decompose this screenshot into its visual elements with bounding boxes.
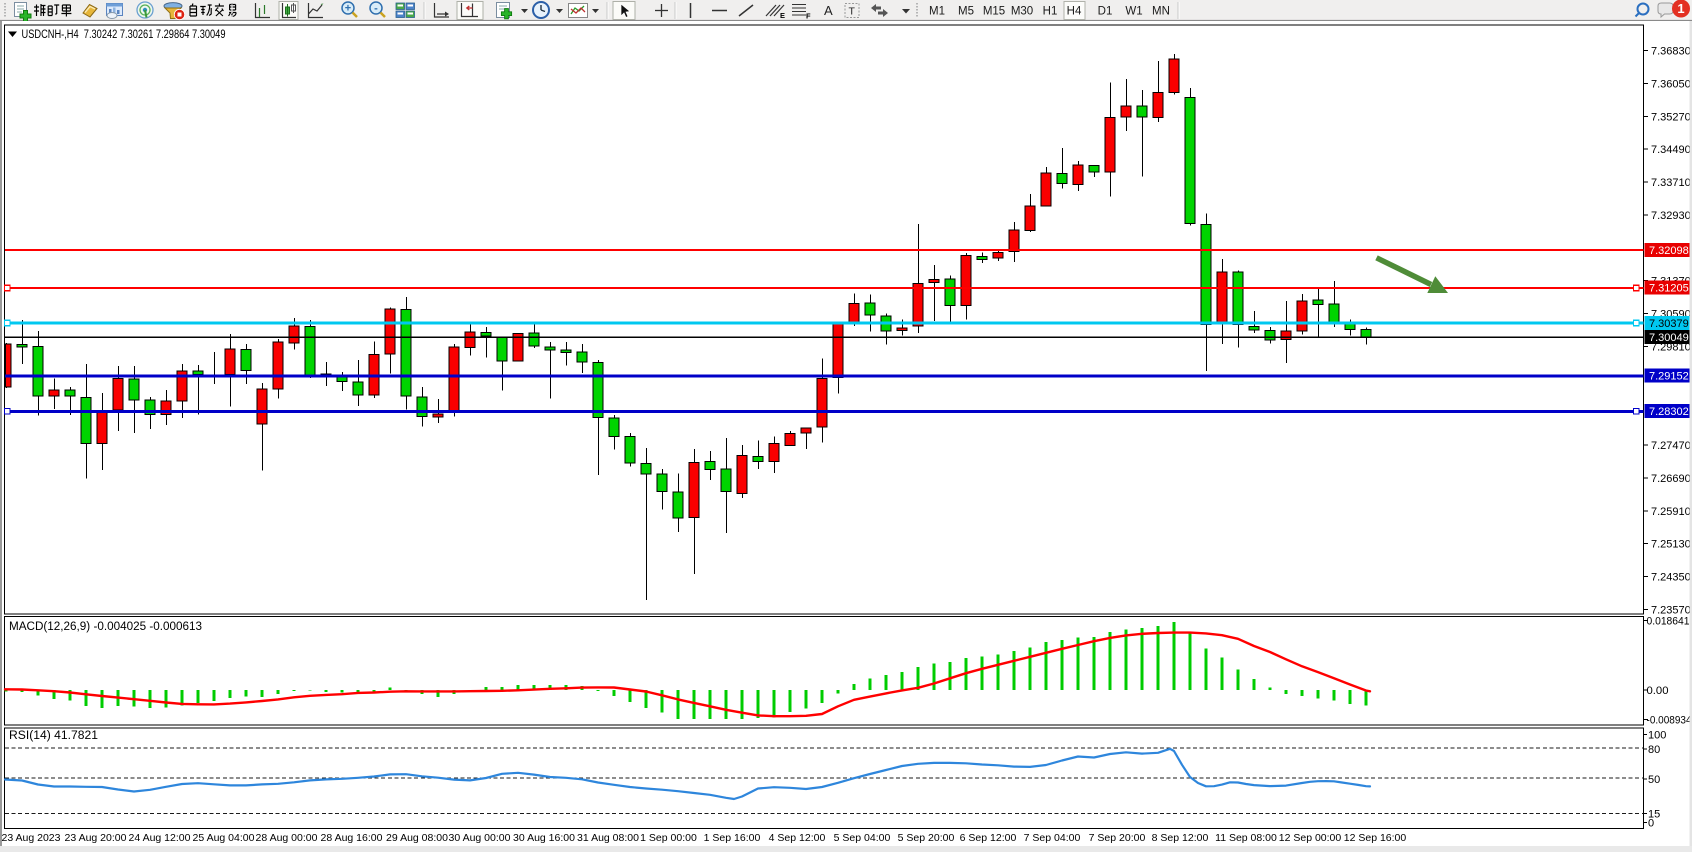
svg-text:F: F <box>806 12 811 21</box>
svg-text:0: 0 <box>1648 817 1654 829</box>
svg-text:-0.008934: -0.008934 <box>1647 715 1692 727</box>
svg-text:7 Sep 20:00: 7 Sep 20:00 <box>1089 832 1146 844</box>
svg-text:23 Aug 2023: 23 Aug 2023 <box>2 832 61 844</box>
svg-text:30 Aug 00:00: 30 Aug 00:00 <box>449 832 511 844</box>
svg-text:-: - <box>374 3 378 15</box>
svg-text:28 Aug 00:00: 28 Aug 00:00 <box>256 832 318 844</box>
svg-text:D1: D1 <box>1098 6 1113 18</box>
svg-text:7.29810: 7.29810 <box>1651 341 1691 353</box>
svg-text:7.23570: 7.23570 <box>1651 604 1691 616</box>
svg-text:T: T <box>849 6 856 18</box>
svg-text:7.30379: 7.30379 <box>1649 318 1689 330</box>
svg-text:6 Sep 12:00: 6 Sep 12:00 <box>960 832 1017 844</box>
svg-text:7.25910: 7.25910 <box>1651 506 1691 518</box>
svg-text:100: 100 <box>1648 730 1666 742</box>
svg-text:7.33710: 7.33710 <box>1651 177 1691 189</box>
svg-text:15: 15 <box>1648 809 1660 821</box>
svg-text:7.25130: 7.25130 <box>1651 539 1691 551</box>
svg-text:5 Sep 20:00: 5 Sep 20:00 <box>898 832 955 844</box>
svg-text:0.00: 0.00 <box>1647 685 1669 697</box>
svg-text:11 Sep 08:00: 11 Sep 08:00 <box>1215 832 1277 844</box>
svg-text:7.36830: 7.36830 <box>1651 46 1691 58</box>
svg-text:M5: M5 <box>958 6 974 18</box>
svg-text:7.30049: 7.30049 <box>1649 332 1689 344</box>
svg-text:23 Aug 20:00: 23 Aug 20:00 <box>65 832 127 844</box>
svg-text:MACD(12,26,9) -0.004025 -0.000: MACD(12,26,9) -0.004025 -0.000613 <box>9 621 202 633</box>
svg-text:W1: W1 <box>1125 6 1142 18</box>
svg-text:M1: M1 <box>929 6 945 18</box>
svg-text:1: 1 <box>1677 1 1684 16</box>
svg-text:M15: M15 <box>983 6 1005 18</box>
svg-text:H1: H1 <box>1043 6 1058 18</box>
svg-text:1 Sep 00:00: 1 Sep 00:00 <box>640 832 697 844</box>
svg-text:+: + <box>345 3 351 15</box>
svg-text:12 Sep 16:00: 12 Sep 16:00 <box>1344 832 1407 844</box>
svg-text:7.35270: 7.35270 <box>1651 111 1691 123</box>
svg-text:USDCNH-,H4 7.30242 7.30261 7.: USDCNH-,H4 7.30242 7.30261 7.29864 7.300… <box>22 29 226 41</box>
svg-text:A: A <box>824 3 833 18</box>
svg-text:M30: M30 <box>1011 6 1033 18</box>
svg-text:E: E <box>780 11 785 20</box>
svg-text:7.31205: 7.31205 <box>1649 283 1689 295</box>
svg-text:7.28302: 7.28302 <box>1649 406 1689 418</box>
svg-text:7 Sep 04:00: 7 Sep 04:00 <box>1024 832 1081 844</box>
svg-text:12 Sep 00:00: 12 Sep 00:00 <box>1279 832 1342 844</box>
svg-text:MN: MN <box>1152 6 1170 18</box>
svg-text:5 Sep 04:00: 5 Sep 04:00 <box>834 832 891 844</box>
svg-text:80: 80 <box>1648 744 1660 756</box>
svg-text:7.36050: 7.36050 <box>1651 78 1691 90</box>
svg-text:7.32098: 7.32098 <box>1649 245 1689 257</box>
svg-text:4 Sep 12:00: 4 Sep 12:00 <box>769 832 826 844</box>
svg-text:30 Aug 16:00: 30 Aug 16:00 <box>513 832 575 844</box>
svg-text:RSI(14) 41.7821: RSI(14) 41.7821 <box>9 730 98 742</box>
svg-text:0.018641: 0.018641 <box>1647 616 1690 628</box>
svg-text:24 Aug 12:00: 24 Aug 12:00 <box>129 832 191 844</box>
svg-text:7.32930: 7.32930 <box>1651 210 1691 222</box>
svg-text:H4: H4 <box>1067 6 1082 18</box>
svg-text:7.27470: 7.27470 <box>1651 440 1691 452</box>
svg-text:25 Aug 04:00: 25 Aug 04:00 <box>193 832 255 844</box>
svg-text:7.26690: 7.26690 <box>1651 473 1691 485</box>
svg-text:7.24350: 7.24350 <box>1651 572 1691 584</box>
svg-text:7.34490: 7.34490 <box>1651 144 1691 156</box>
svg-text:7.29152: 7.29152 <box>1649 370 1689 382</box>
svg-text:28 Aug 16:00: 28 Aug 16:00 <box>321 832 383 844</box>
svg-text:29 Aug 08:00: 29 Aug 08:00 <box>386 832 448 844</box>
svg-text:50: 50 <box>1648 774 1660 786</box>
svg-text:31 Aug 08:00: 31 Aug 08:00 <box>577 832 639 844</box>
svg-text:8 Sep 12:00: 8 Sep 12:00 <box>1152 832 1209 844</box>
svg-text:1 Sep 16:00: 1 Sep 16:00 <box>704 832 761 844</box>
